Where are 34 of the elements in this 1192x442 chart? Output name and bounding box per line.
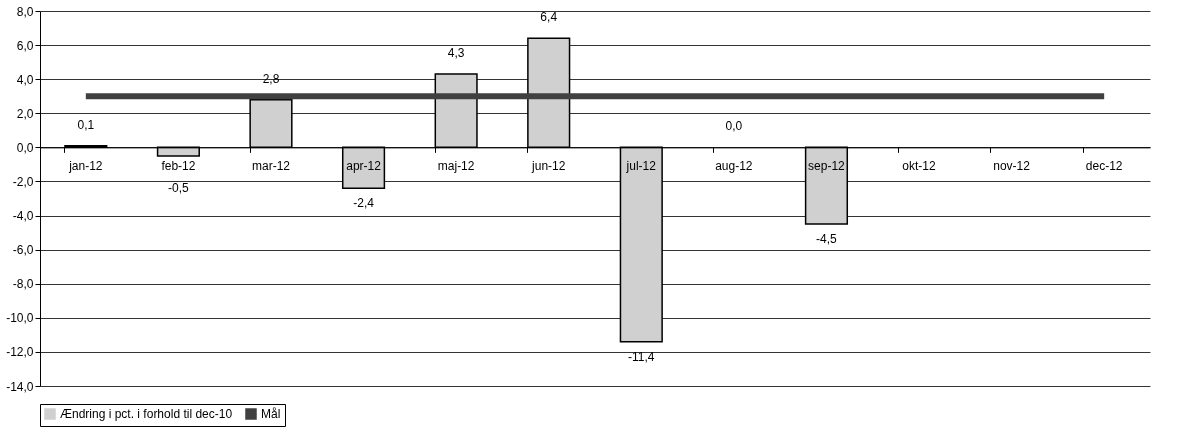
y-tick-label: 4,0 [16, 72, 34, 87]
data-label: 6,4 [540, 10, 558, 25]
y-tick-label: 8,0 [16, 4, 34, 19]
x-tick-label: dec-12 [1085, 158, 1123, 173]
data-label: -11,4 [628, 349, 655, 364]
y-tick-label: 0,0 [16, 140, 34, 155]
x-tick-label: okt-12 [902, 158, 937, 173]
x-tick-label: aug-12 [715, 158, 753, 173]
y-tick-label: 2,0 [16, 106, 34, 121]
x-tick-label: feb-12 [161, 158, 196, 173]
x-tick-label: maj-12 [437, 158, 475, 173]
data-label: 4,3 [447, 46, 465, 61]
data-label: 0,1 [77, 117, 95, 132]
legend-label: Mål [261, 407, 281, 421]
y-tick-label: 6,0 [16, 38, 34, 53]
x-tick-label: nov-12 [993, 158, 1031, 173]
y-tick-label: -14,0 [6, 379, 34, 394]
data-label: -4,5 [816, 232, 838, 247]
x-tick-label: sep-12 [808, 158, 846, 173]
y-tick-label: -2,0 [12, 174, 34, 189]
y-tick-label: -12,0 [6, 345, 34, 360]
data-label: 0,0 [725, 119, 743, 134]
x-tick-label: jun-12 [531, 158, 566, 173]
y-tick-label: -6,0 [12, 243, 34, 258]
x-tick-label: jan-12 [68, 158, 103, 173]
legend-label: Ændring i pct. i forhold til dec-10 [60, 407, 233, 421]
y-tick-label: -8,0 [12, 277, 34, 292]
x-tick-label: apr-12 [346, 158, 382, 173]
data-label: -2,4 [353, 196, 375, 211]
y-tick-label: -10,0 [6, 311, 34, 326]
x-tick-label: jul-12 [625, 158, 657, 173]
x-tick-label: mar-12 [251, 158, 291, 173]
y-tick-label: -4,0 [12, 209, 34, 224]
data-label: -0,5 [168, 181, 190, 196]
